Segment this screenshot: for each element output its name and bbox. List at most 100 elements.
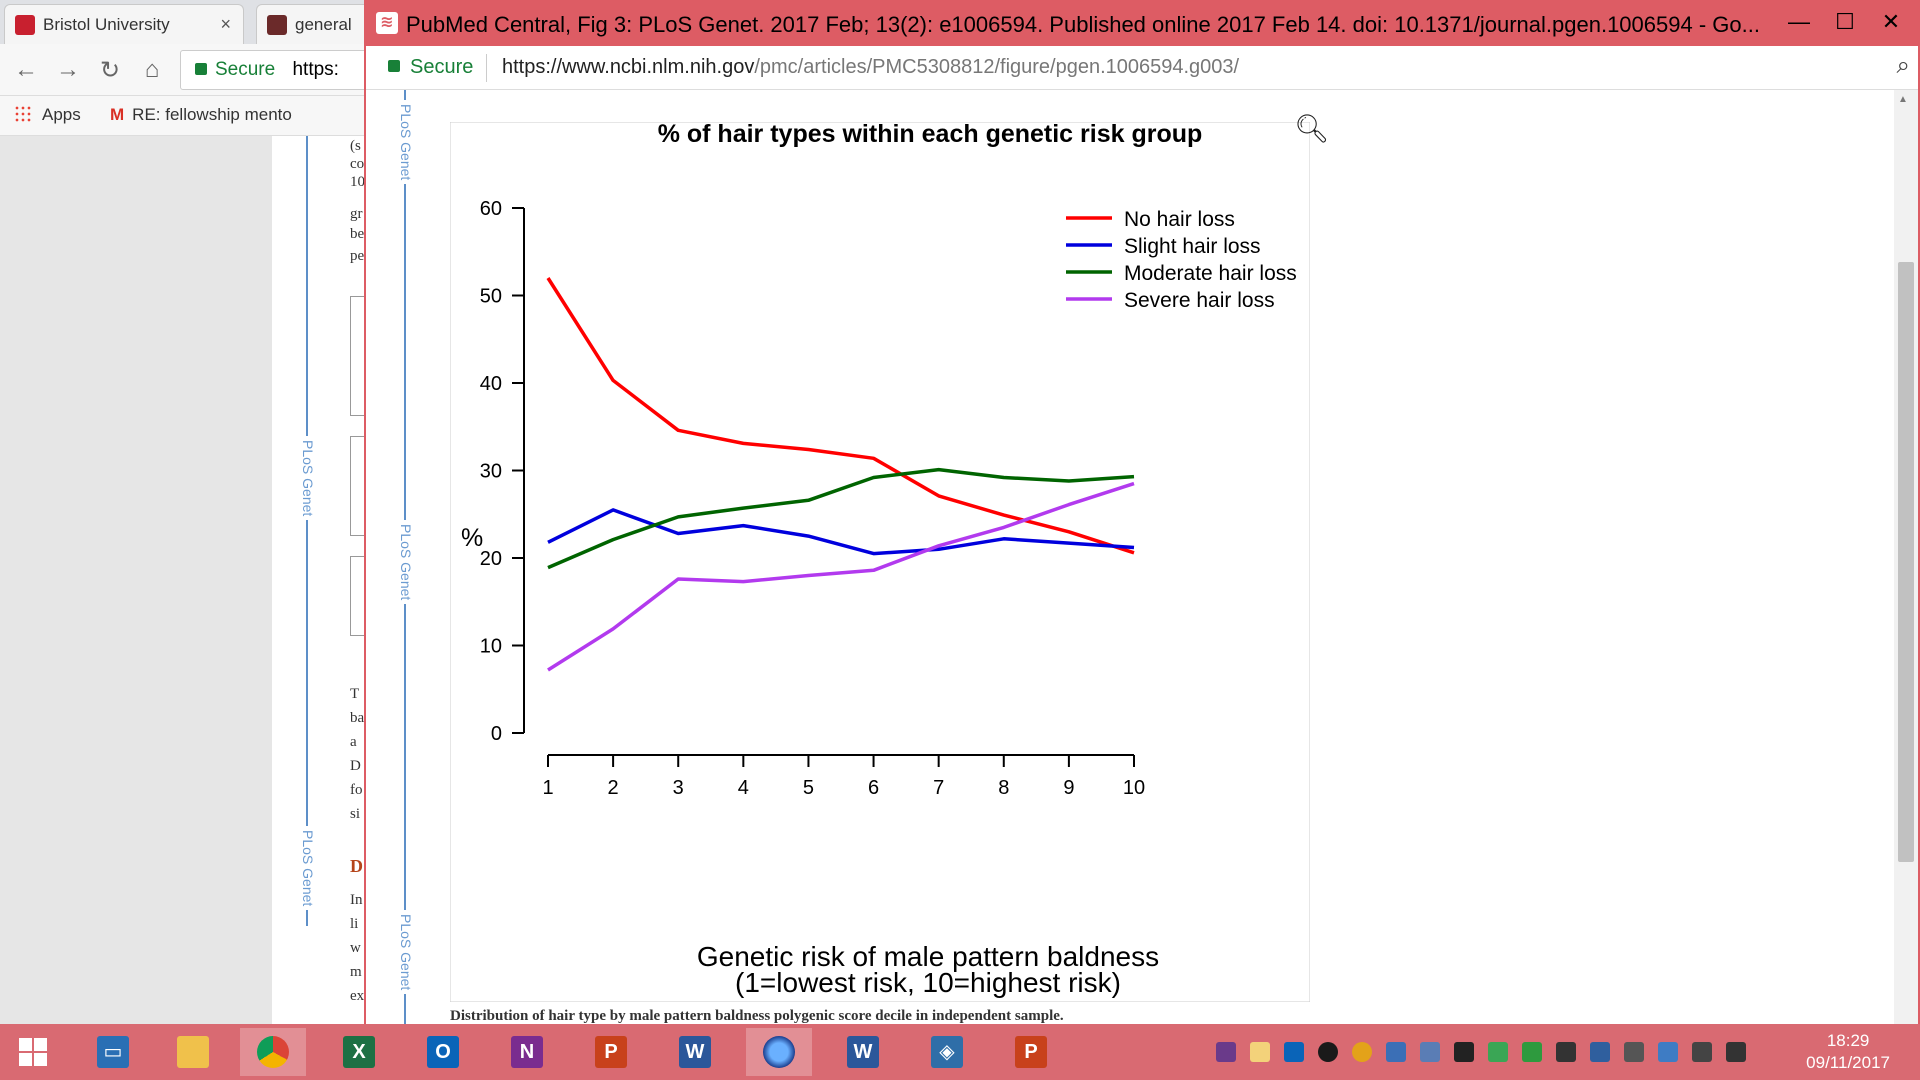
bg-tab-bristol[interactable]: Bristol University ×	[4, 4, 244, 44]
powerpoint-icon: P	[1015, 1036, 1047, 1068]
y-axis: 0 10 20 30 40 50 60	[480, 198, 525, 745]
taskbar-outlook[interactable]: O	[410, 1028, 476, 1076]
figure-popup-window: ≋ PubMed Central, Fig 3: PLoS Genet. 201…	[364, 0, 1920, 1024]
legend-label: Moderate hair loss	[1124, 262, 1297, 285]
taskbar-chrome[interactable]	[240, 1028, 306, 1076]
dropbox-icon[interactable]	[1386, 1042, 1406, 1062]
firefox-nightly-icon	[763, 1036, 795, 1068]
home-icon[interactable]: ⌂	[144, 56, 160, 83]
taskbar-onenote[interactable]: N	[494, 1028, 560, 1076]
bookmark-label: RE: fellowship mento	[132, 105, 292, 124]
apps-grid-icon	[14, 105, 32, 123]
y-tick-label: 60	[480, 198, 502, 220]
tray-security-shield-icon[interactable]	[1522, 1042, 1542, 1062]
text-fragment: T	[350, 686, 360, 702]
bg-page-area: PLoS Genet PLoS Genet (s co 10 gr be pe …	[0, 136, 410, 1024]
gmail-icon: M	[110, 105, 125, 124]
reload-icon[interactable]: ↻	[99, 57, 121, 84]
bluetooth-icon[interactable]	[1318, 1042, 1338, 1062]
y-tick-label: 20	[480, 548, 502, 570]
taskbar-powerpoint[interactable]: P	[578, 1028, 644, 1076]
x-tick-label: 6	[868, 777, 879, 799]
tray-x-icon[interactable]	[1454, 1042, 1474, 1062]
x-tick-label: 3	[673, 777, 684, 799]
figure-caption: Distribution of hair type by male patter…	[450, 1008, 1064, 1024]
window-title: PubMed Central, Fig 3: PLoS Genet. 2017 …	[406, 12, 1760, 37]
taskbar-remote-desktop[interactable]: ▭	[80, 1028, 146, 1076]
x-axis-label-line2: (1=lowest risk, 10=highest risk)	[735, 967, 1121, 998]
series-line-moderate-hair-loss	[547, 467, 1135, 570]
tab-close-icon[interactable]: ×	[220, 14, 231, 34]
taskbar-powerpoint-2[interactable]: P	[998, 1028, 1064, 1076]
journal-side-label: PLoS Genet	[398, 520, 414, 605]
x-tick-label: 4	[738, 777, 749, 799]
text-fragment: ba	[350, 710, 365, 726]
text-fragment: a	[350, 734, 357, 750]
text-fragment: m	[350, 964, 362, 980]
text-fragment: be	[350, 226, 365, 242]
taskbar-virtualbox[interactable]: ◈	[914, 1028, 980, 1076]
taskbar-excel[interactable]: X	[326, 1028, 392, 1076]
volume-icon[interactable]	[1692, 1042, 1712, 1062]
text-fragment: ex	[350, 988, 365, 1004]
background-browser-window: Bristol University × general ← → ↻ ⌂ Sec…	[0, 0, 410, 1024]
scroll-up-arrow-icon[interactable]: ▲	[1898, 94, 1908, 105]
vertical-scrollbar[interactable]: ▲	[1894, 90, 1918, 1024]
zoom-icon[interactable]: ⌕	[1896, 52, 1910, 79]
bookmark-apps[interactable]: Apps	[14, 105, 81, 125]
address-bar[interactable]: Secure https://www.ncbi.nlm.nih.gov/pmc/…	[366, 46, 1918, 90]
journal-side-line	[306, 136, 308, 926]
powerpoint-icon: P	[595, 1036, 627, 1068]
x-tick-label: 7	[933, 777, 944, 799]
onedrive-icon[interactable]	[1590, 1042, 1610, 1062]
taskbar-file-explorer[interactable]	[160, 1028, 226, 1076]
battery-icon[interactable]	[1726, 1042, 1746, 1062]
tray-pen-icon[interactable]	[1556, 1042, 1576, 1062]
back-arrow-icon[interactable]: ←	[14, 56, 38, 83]
url-text[interactable]: https://www.ncbi.nlm.nih.gov/pmc/article…	[502, 56, 1239, 79]
journal-side-label: PLoS Genet	[398, 100, 414, 185]
scrollbar-thumb[interactable]	[1898, 262, 1914, 862]
text-fragment: li	[350, 916, 359, 932]
tray-network-globe-icon[interactable]	[1352, 1042, 1372, 1062]
tray-display-icon[interactable]	[1658, 1042, 1678, 1062]
clock-time: 18:29	[1826, 1031, 1870, 1050]
tray-onenote-icon[interactable]	[1216, 1042, 1236, 1062]
clock-date: 09/11/2017	[1806, 1053, 1890, 1072]
bg-tab-strip: Bristol University × general	[0, 0, 406, 44]
remote-desktop-icon: ▭	[97, 1036, 129, 1068]
tray-sync-check-icon[interactable]	[1488, 1042, 1508, 1062]
tray-device-icon[interactable]	[1624, 1042, 1644, 1062]
chart-title: % of hair types within each genetic risk…	[658, 122, 1203, 148]
figure-frame	[450, 122, 1310, 1002]
close-button[interactable]: ✕	[1881, 9, 1901, 34]
text-fragment: In	[350, 892, 363, 908]
bookmark-fellowship[interactable]: M RE: fellowship mento	[110, 105, 292, 125]
text-fragment: pe	[350, 248, 365, 264]
magnifier-zoom-icon[interactable]: 🔍︎	[1294, 113, 1330, 144]
forward-arrow-icon[interactable]: →	[56, 56, 80, 83]
minimize-button[interactable]: —	[1788, 9, 1810, 34]
text-fragment: co	[350, 156, 365, 172]
start-button[interactable]	[0, 1028, 66, 1076]
tray-outlook-icon[interactable]	[1284, 1042, 1304, 1062]
chrome-icon	[257, 1036, 289, 1068]
series-lines	[546, 277, 1135, 672]
x-axis-label: Genetic risk of male pattern baldness	[697, 941, 1159, 972]
tray-mail-icon[interactable]	[1250, 1042, 1270, 1062]
x-tick-label: 9	[1063, 777, 1074, 799]
taskbar-word[interactable]: W	[662, 1028, 728, 1076]
y-tick-label: 0	[491, 723, 502, 745]
tray-app-icon[interactable]	[1420, 1042, 1440, 1062]
figure-content: PLoS Genet PLoS Genet PLoS Genet % of ha…	[366, 90, 1918, 1024]
system-clock[interactable]: 18:29 09/11/2017	[1806, 1030, 1890, 1074]
maximize-button[interactable]: ☐	[1835, 9, 1855, 34]
lock-icon	[195, 63, 207, 75]
slack-favicon-icon	[267, 15, 287, 35]
taskbar-word-2[interactable]: W	[830, 1028, 896, 1076]
taskbar-firefox-nightly[interactable]	[746, 1028, 812, 1076]
lock-icon	[388, 60, 400, 72]
window-titlebar[interactable]: ≋ PubMed Central, Fig 3: PLoS Genet. 201…	[366, 2, 1918, 46]
text-fragment: fo	[350, 782, 363, 798]
y-tick-label: 10	[480, 636, 502, 658]
